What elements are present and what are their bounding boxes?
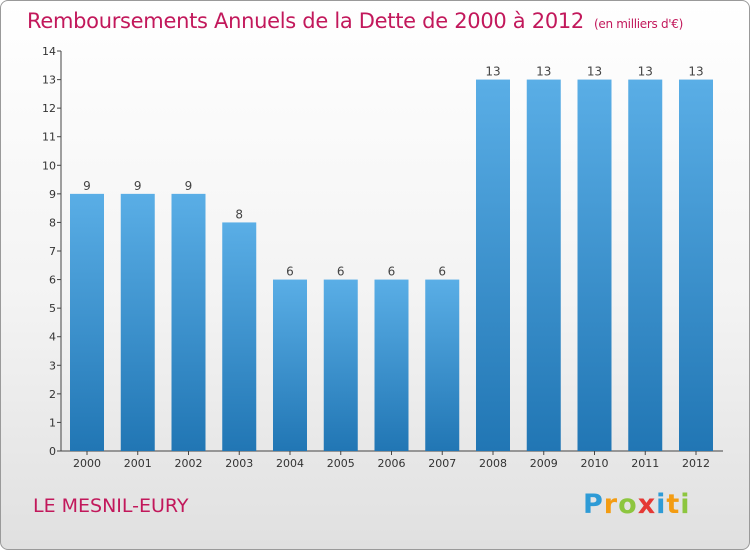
bar-2006: [374, 279, 409, 451]
bar-2009: [526, 79, 561, 452]
bar-2000: [70, 193, 104, 451]
bars: [70, 79, 713, 452]
data-label: 13: [587, 65, 602, 79]
y-tick-label: 3: [49, 359, 56, 372]
x-tick-label: 2003: [225, 457, 253, 470]
x-tick-label: 2006: [378, 457, 406, 470]
bar-2012: [679, 79, 713, 452]
x-tick-label: 2007: [428, 457, 456, 470]
bar-2003: [222, 222, 257, 451]
data-label: 9: [83, 179, 91, 193]
town-name: LE MESNIL-EURY: [33, 495, 189, 517]
y-tick-label: 9: [49, 188, 56, 201]
y-tick-label: 11: [42, 131, 56, 144]
bar-2008: [476, 79, 510, 452]
data-label: 13: [638, 65, 653, 79]
logo-letter: x: [637, 489, 657, 520]
y-tick-label: 2: [49, 388, 56, 401]
chart-title: Remboursements Annuels de la Dette de 20…: [27, 9, 684, 33]
x-tick-label: 2004: [276, 457, 304, 470]
bar-2010: [577, 79, 612, 452]
data-label: 9: [134, 179, 142, 193]
data-label: 13: [485, 65, 500, 79]
bar-2004: [273, 279, 307, 451]
logo-letter: i: [680, 489, 691, 520]
y-tick-label: 4: [49, 331, 56, 344]
labels: 2000 9 2001 9 2002 9 2003 8 2004 6 2005 6 2006 6 2007 6…: [73, 65, 710, 470]
bar-2011: [628, 79, 663, 452]
data-label: 6: [337, 265, 345, 279]
data-label: 13: [536, 65, 551, 79]
data-label: 6: [438, 265, 446, 279]
logo-letter: t: [666, 489, 681, 520]
y-tick-label: 0: [49, 445, 56, 458]
data-label: 6: [388, 265, 396, 279]
x-tick-label: 2002: [175, 457, 203, 470]
data-label: 6: [286, 265, 294, 279]
x-tick-label: 2011: [631, 457, 659, 470]
bar-2001: [120, 193, 155, 451]
y-tick-label: 13: [42, 74, 56, 87]
y-tick-label: 5: [49, 302, 56, 315]
x-tick-label: 2000: [73, 457, 101, 470]
bar-2002: [171, 193, 206, 451]
x-tick-label: 2008: [479, 457, 507, 470]
bar-2007: [425, 279, 460, 451]
y-tick-label: 1: [49, 416, 56, 429]
y-tick-label: 6: [49, 274, 56, 287]
logo-letter: i: [656, 489, 667, 520]
logo-letter: r: [603, 489, 619, 520]
x-tick-label: 2001: [124, 457, 152, 470]
x-tick-label: 2005: [327, 457, 355, 470]
y-tick-label: 7: [49, 245, 56, 258]
x-tick-label: 2012: [682, 457, 710, 470]
y-tick-label: 8: [49, 216, 56, 229]
data-label: 9: [185, 179, 193, 193]
y-tick-label: 14: [42, 45, 56, 58]
data-label: 13: [688, 65, 703, 79]
x-tick-label: 2009: [530, 457, 558, 470]
x-tick-label: 2010: [581, 457, 609, 470]
bar-2005: [323, 279, 358, 451]
y-tick-label: 12: [42, 102, 56, 115]
proxiti-logo: Proxiti: [583, 489, 691, 520]
logo-letter: o: [618, 489, 638, 520]
chart-subtitle: (en milliers d'€): [594, 17, 684, 31]
data-label: 8: [235, 207, 243, 221]
logo-letter: P: [583, 489, 604, 520]
y-tick-label: 10: [42, 159, 56, 172]
